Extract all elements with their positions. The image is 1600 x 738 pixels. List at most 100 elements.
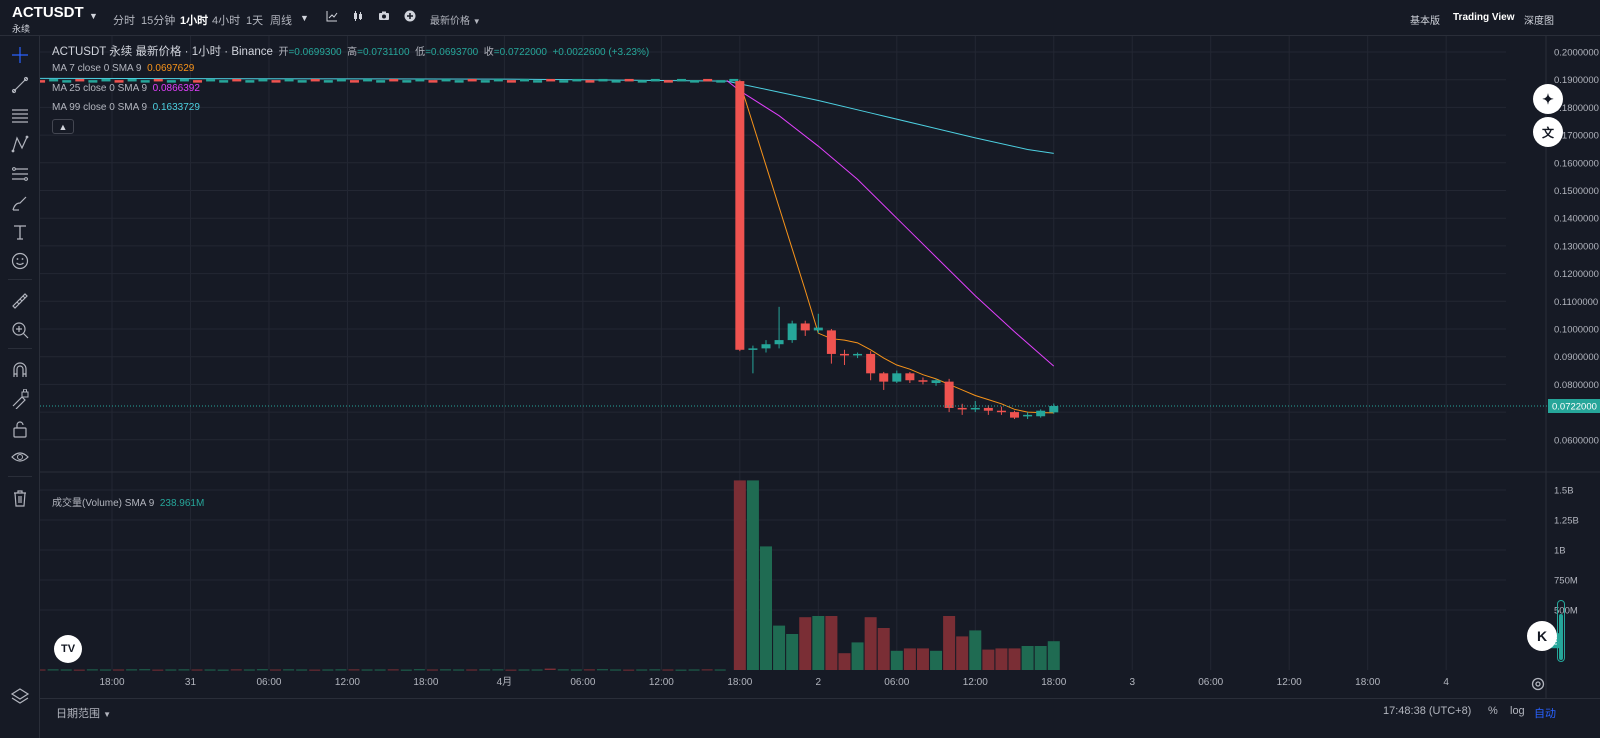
ma99-legend[interactable]: MA 99 close 0 SMA 9 0.1633729 xyxy=(52,102,200,113)
collapse-legend-button[interactable]: ▲ xyxy=(52,119,74,134)
k-line-button[interactable]: K xyxy=(1527,621,1557,651)
flat-candle xyxy=(140,80,150,83)
timeframe-line[interactable]: 分时 xyxy=(113,15,135,27)
translate-button[interactable]: 文 xyxy=(1533,117,1563,147)
volume-bar xyxy=(943,616,956,670)
view-depth[interactable]: 深度图 xyxy=(1524,16,1554,27)
timeframe-15m[interactable]: 15分钟 xyxy=(141,15,176,27)
flat-volume-bar xyxy=(701,669,713,671)
camera-icon[interactable] xyxy=(378,10,390,25)
candle-body xyxy=(800,323,810,331)
flat-volume-bar xyxy=(557,669,569,671)
flat-volume-bar xyxy=(322,669,334,671)
date-range-select[interactable]: 日期范围 ▼ xyxy=(56,708,111,720)
volume-bar xyxy=(969,630,982,670)
eye-icon[interactable] xyxy=(8,446,32,468)
horizontal-lines-icon[interactable] xyxy=(8,104,32,126)
pattern-icon[interactable] xyxy=(8,133,32,155)
flat-volume-bar xyxy=(283,669,295,671)
flat-candle xyxy=(219,80,229,83)
emoji-icon[interactable] xyxy=(8,250,32,272)
flat-volume-bar xyxy=(544,668,556,670)
flat-candle xyxy=(284,78,294,82)
flat-volume-bar xyxy=(518,669,530,671)
log-toggle[interactable]: log xyxy=(1510,705,1525,717)
view-basic[interactable]: 基本版 xyxy=(1410,16,1440,27)
price-legend: ACTUSDT 永续 最新价格 · 1小时 · Binance 开=0.0699… xyxy=(52,46,650,58)
brush-icon[interactable] xyxy=(8,192,32,214)
candle-body xyxy=(1036,410,1046,417)
candle-body xyxy=(892,373,902,382)
price-tick: 0.2000000 xyxy=(1554,48,1599,59)
volume-bar xyxy=(916,648,929,670)
time-tick: 18:00 xyxy=(727,677,752,688)
chart-area[interactable]: 0.2000000 0.1900000 0.1800000 0.1700000 0.16… xyxy=(34,36,1600,701)
magnet-icon[interactable] xyxy=(8,359,32,381)
flat-volume-bar xyxy=(230,669,242,671)
flat-candle xyxy=(36,80,46,83)
flat-candle xyxy=(729,78,739,82)
moving-averages xyxy=(40,77,1055,414)
chevron-down-icon[interactable]: ▼ xyxy=(89,11,98,21)
price-tick: 0.1900000 xyxy=(1554,75,1599,86)
flat-volume-bar xyxy=(636,669,648,671)
candle-type-icon[interactable] xyxy=(352,10,364,25)
flat-candle xyxy=(323,80,333,83)
volume-bar xyxy=(864,617,877,670)
trendline-icon[interactable] xyxy=(8,74,32,96)
crosshair-icon[interactable] xyxy=(8,44,32,66)
flat-volume-bar xyxy=(714,669,726,671)
price-tick: 0.1600000 xyxy=(1554,158,1599,169)
indicator-icon[interactable] xyxy=(326,10,338,25)
ma7-line xyxy=(739,82,1054,414)
fib-icon[interactable] xyxy=(8,163,32,185)
volume-tick: 1B xyxy=(1554,546,1566,557)
settings-icon[interactable] xyxy=(1530,676,1546,692)
layers-icon[interactable] xyxy=(10,686,30,706)
translate-icon: 文 xyxy=(1541,125,1554,140)
ma25-value: 0.0866392 xyxy=(152,83,200,94)
ai-sparkle-button[interactable]: ✦ xyxy=(1533,84,1563,114)
timeframe-1h[interactable]: 1小时 xyxy=(180,15,209,27)
ruler-icon[interactable] xyxy=(8,290,32,312)
percent-toggle[interactable]: % xyxy=(1488,705,1498,717)
flat-candle xyxy=(676,78,686,82)
unlock-icon[interactable] xyxy=(8,418,32,440)
tradingview-logo: TV xyxy=(54,635,82,663)
price-type-select[interactable]: 最新价格 ▼ xyxy=(430,16,481,27)
timeframe-1d[interactable]: 1天 xyxy=(246,15,264,27)
flat-volume-bar xyxy=(335,669,347,671)
lock-drawings-icon[interactable] xyxy=(8,388,32,410)
volume-bar xyxy=(799,617,812,670)
trash-icon[interactable] xyxy=(8,487,32,509)
chart-canvas[interactable]: 0.2000000 0.1900000 0.1800000 0.1700000 0.16… xyxy=(34,36,1600,698)
timeframe-1w[interactable]: 周线 xyxy=(270,15,292,27)
flat-candle xyxy=(415,78,425,82)
auto-scale-toggle[interactable]: 自动 xyxy=(1534,708,1556,720)
zoom-in-icon[interactable] xyxy=(8,319,32,341)
ma7-legend[interactable]: MA 7 close 0 SMA 9 0.0697629 xyxy=(52,63,195,74)
flat-volume-bar xyxy=(440,669,452,671)
scroll-handle[interactable] xyxy=(1557,600,1565,662)
price-tick: 0.0722000 xyxy=(1552,402,1597,413)
flat-candle xyxy=(572,78,582,82)
volume-legend[interactable]: 成交量(Volume) SMA 9 238.961M xyxy=(52,498,205,509)
candle-body xyxy=(839,353,849,356)
volume-bar xyxy=(773,625,786,670)
add-icon[interactable] xyxy=(404,10,416,25)
volume-bar xyxy=(838,653,851,670)
time-tick: 2 xyxy=(816,677,822,688)
flat-candle xyxy=(297,80,307,83)
symbol-name[interactable]: ACTUSDT xyxy=(12,4,84,21)
timeframe-more-icon[interactable]: ▼ xyxy=(300,13,309,23)
ma25-legend[interactable]: MA 25 close 0 SMA 9 0.0866392 xyxy=(52,83,200,94)
flat-volume-bar xyxy=(610,669,622,671)
flat-volume-bar xyxy=(113,669,125,671)
timeframe-4h[interactable]: 4小时 xyxy=(212,15,241,27)
flat-volume-bar xyxy=(99,669,111,671)
flat-volume-bar xyxy=(466,669,478,671)
view-tradingview[interactable]: Trading View xyxy=(1453,12,1515,23)
text-icon[interactable] xyxy=(8,221,32,243)
time-tick: 06:00 xyxy=(570,677,595,688)
flat-candle xyxy=(559,80,569,83)
